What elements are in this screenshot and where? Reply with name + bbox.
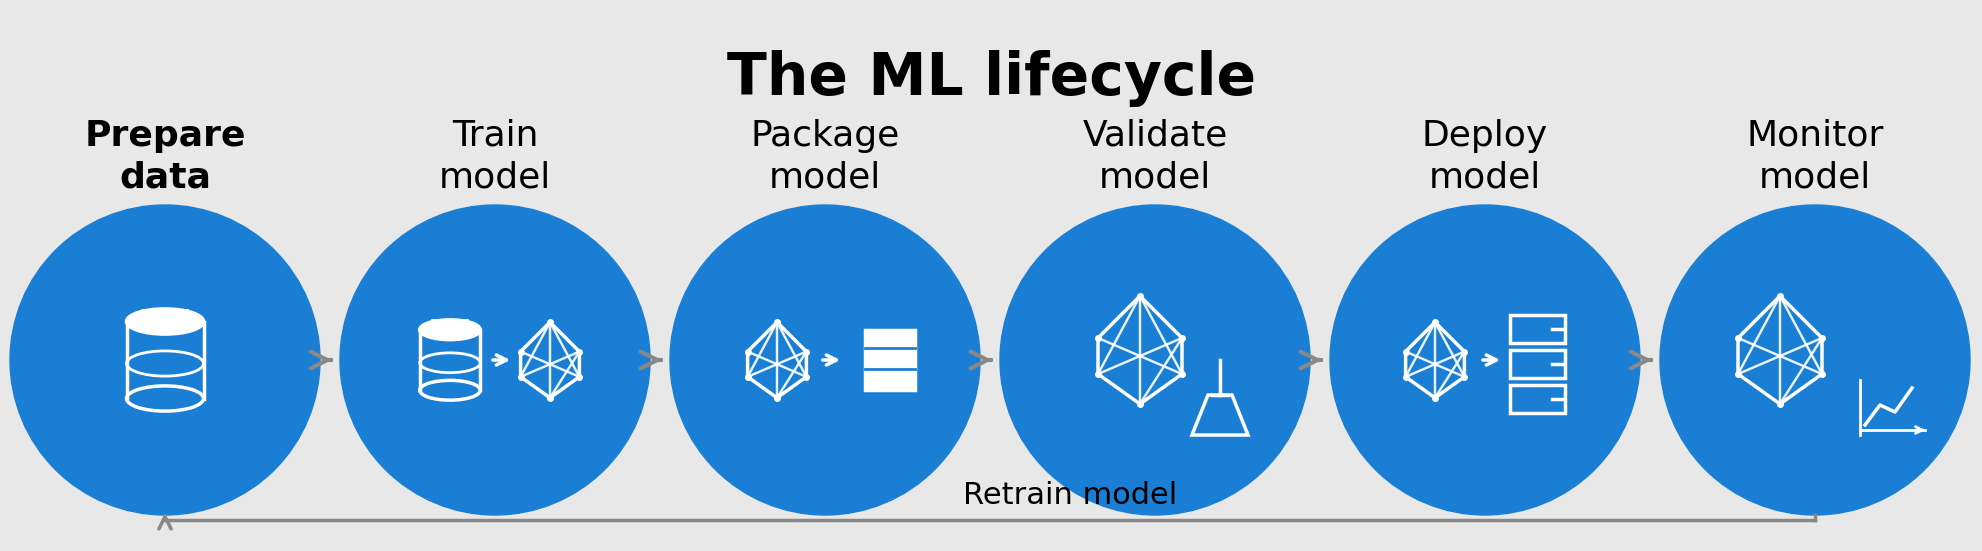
Text: Monitor
model: Monitor model — [1746, 119, 1883, 195]
Ellipse shape — [420, 320, 480, 339]
Circle shape — [1330, 205, 1639, 515]
Circle shape — [670, 205, 979, 515]
Text: Validate
model: Validate model — [1082, 119, 1227, 195]
Text: The ML lifecycle: The ML lifecycle — [727, 50, 1255, 107]
Circle shape — [999, 205, 1310, 515]
Text: Prepare
data: Prepare data — [83, 119, 246, 195]
Text: Train
model: Train model — [438, 119, 551, 195]
Text: Package
model: Package model — [749, 119, 900, 195]
Circle shape — [10, 205, 319, 515]
Text: Deploy
model: Deploy model — [1421, 119, 1548, 195]
Circle shape — [339, 205, 650, 515]
Ellipse shape — [127, 309, 204, 334]
FancyBboxPatch shape — [864, 330, 914, 390]
Circle shape — [1659, 205, 1968, 515]
Text: Retrain model: Retrain model — [963, 481, 1177, 510]
